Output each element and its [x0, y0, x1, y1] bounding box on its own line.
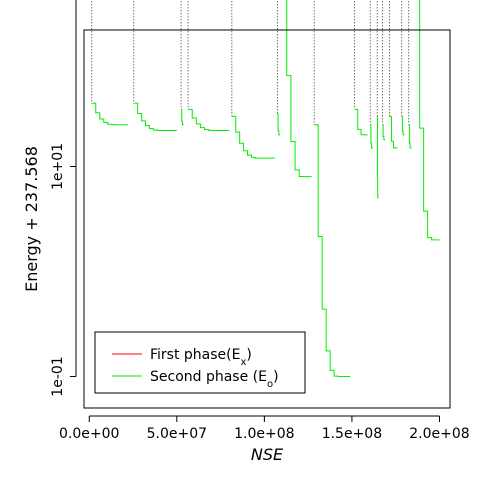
- second-phase-run-8: [354, 108, 368, 136]
- second-phase-run-12: [389, 115, 398, 149]
- second-phase-line-3: [188, 108, 230, 132]
- second-phase-run-2: [181, 108, 184, 126]
- second-phase-run-15: [419, 0, 440, 241]
- x-tick-label-2: 1.0e+08: [234, 426, 294, 442]
- second-phase-line-8: [354, 108, 368, 136]
- second-phase-line-11: [382, 124, 386, 141]
- second-phase-run-6: [286, 0, 312, 178]
- second-phase-run-14: [408, 124, 412, 149]
- second-phase-line-14: [408, 124, 412, 149]
- legend-box: [94, 331, 306, 394]
- second-phase-run-1: [133, 102, 177, 132]
- legend-second-phase-label: Second phase (Eo): [150, 369, 279, 390]
- x-tick-label-3: 1.5e+08: [322, 426, 382, 442]
- second-phase-line-1: [133, 102, 177, 132]
- x-axis: 0.0e+00 5.0e+07 1.0e+08 1.5e+08 2.0e+08: [59, 415, 470, 442]
- second-phase-line-5: [277, 112, 281, 136]
- second-phase-run-5: [277, 112, 281, 136]
- legend-first-phase-label: First phase(Ex): [150, 347, 252, 368]
- second-phase-run-0: [91, 102, 128, 126]
- second-phase-line-9: [370, 124, 373, 149]
- second-phase-line-10: [376, 115, 379, 199]
- x-axis-title: NSE: [251, 445, 284, 464]
- legend: First phase(Ex) Second phase (Eo): [94, 331, 306, 394]
- second-phase-run-9: [370, 124, 373, 149]
- y-axis-title: Energy + 237.568: [22, 146, 41, 292]
- y-tick-label-1: 1e+01: [50, 143, 66, 190]
- second-phase-line-2: [181, 108, 184, 126]
- plot-layer: [91, 0, 440, 377]
- second-phase-run-10: [376, 115, 379, 199]
- second-phase-line-13: [401, 115, 405, 136]
- second-phase-run-13: [401, 115, 405, 136]
- x-tick-label-1: 5.0e+07: [147, 426, 207, 442]
- second-phase-line-12: [389, 115, 398, 149]
- x-tick-label-0: 0.0e+00: [59, 426, 119, 442]
- second-phase-line-4: [231, 115, 275, 159]
- second-phase-run-4: [231, 115, 275, 159]
- second-phase-run-7: [314, 124, 351, 377]
- second-phase-run-3: [188, 108, 230, 132]
- second-phase-line-6: [286, 0, 312, 178]
- plot-frame: [83, 29, 451, 409]
- second-phase-line-15: [419, 0, 440, 241]
- x-tick-label-4: 2.0e+08: [409, 426, 469, 442]
- second-phase-run-11: [382, 124, 386, 141]
- second-phase-line-0: [91, 102, 128, 126]
- second-phase-line-7: [314, 124, 351, 377]
- y-tick-label-0: 1e-01: [50, 356, 66, 396]
